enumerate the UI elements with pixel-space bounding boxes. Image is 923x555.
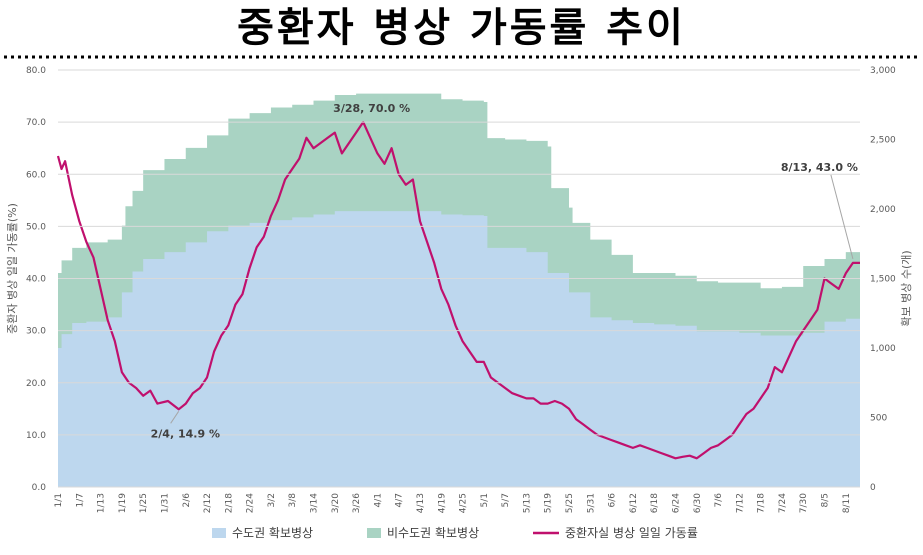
ytick-right: 1,000 — [870, 344, 896, 354]
xtick: 1/7 — [75, 493, 85, 507]
xtick: 3/8 — [288, 493, 298, 508]
xtick: 3/20 — [331, 493, 341, 513]
ytick-left: 70.0 — [26, 118, 46, 128]
annotation-min: 2/4, 14.9 % — [151, 427, 220, 440]
legend-label: 중환자실 병상 일일 가동률 — [565, 526, 698, 540]
xtick: 2/6 — [182, 493, 192, 508]
xtick: 7/6 — [714, 493, 724, 508]
chart-title: 중환자 병상 가동률 추이 — [237, 5, 686, 51]
ytick-right: 0 — [870, 483, 876, 493]
legend: 수도권 확보병상 비수도권 확보병상 중환자실 병상 일일 가동률 — [212, 526, 698, 540]
ytick-left: 0.0 — [32, 483, 47, 493]
ytick-left: 20.0 — [26, 379, 46, 389]
ytick-right: 2,500 — [870, 136, 896, 146]
annotations: 2/4, 14.9 % 3/28, 70.0 % 8/13, 43.0 % — [151, 102, 858, 440]
xtick: 5/1 — [480, 493, 490, 507]
ytick-left: 60.0 — [26, 170, 46, 180]
legend-swatch — [212, 528, 226, 538]
xtick: 7/12 — [735, 493, 745, 513]
ytick-left: 50.0 — [26, 222, 46, 232]
ytick-left: 10.0 — [26, 431, 46, 441]
xtick: 4/7 — [395, 493, 405, 507]
ytick-right: 2,000 — [870, 205, 896, 215]
xtick: 1/25 — [139, 493, 149, 513]
xtick: 5/25 — [565, 493, 575, 513]
xtick: 2/12 — [203, 493, 213, 513]
xtick: 5/7 — [501, 493, 511, 507]
ylabel-left: 중환자 병상 일일 가동률(%) — [5, 203, 19, 334]
ytick-right: 500 — [870, 414, 887, 424]
ytick-right: 3,000 — [870, 66, 896, 76]
annotation-latest: 8/13, 43.0 % — [781, 161, 858, 174]
xtick: 4/25 — [459, 493, 469, 513]
axes: 0.0 10.0 20.0 30.0 40.0 50.0 60.0 70.0 80.0 0 500 1… — [5, 66, 913, 513]
xtick: 6/12 — [629, 493, 639, 513]
xtick: 6/6 — [608, 493, 618, 508]
xtick: 6/30 — [693, 493, 703, 513]
xtick: 8/11 — [842, 493, 852, 513]
xtick: 1/13 — [97, 493, 107, 513]
ylabel-right: 확보 병상 수(개) — [900, 250, 913, 326]
legend-swatch — [367, 528, 381, 538]
annotation-leader — [170, 411, 180, 424]
annotation-peak: 3/28, 70.0 % — [333, 102, 410, 115]
xtick: 1/1 — [54, 493, 64, 507]
xtick: 1/31 — [160, 493, 170, 513]
xtick: 2/24 — [246, 493, 256, 513]
xtick: 8/5 — [821, 493, 831, 507]
annotation-leader — [830, 174, 854, 259]
xtick: 2/18 — [224, 493, 234, 513]
ytick-left: 80.0 — [26, 66, 46, 76]
xtick: 7/24 — [778, 493, 788, 513]
xtick: 7/18 — [757, 493, 767, 513]
ytick-right: 1,500 — [870, 275, 896, 285]
xtick: 3/14 — [310, 493, 320, 513]
xtick: 7/30 — [799, 493, 809, 513]
area-capital-beds — [58, 211, 860, 487]
xtick: 6/18 — [650, 493, 660, 513]
xtick: 5/31 — [586, 493, 596, 513]
xtick: 3/2 — [267, 493, 277, 507]
ytick-left: 30.0 — [26, 327, 46, 337]
xtick: 4/1 — [373, 493, 383, 507]
xtick: 4/19 — [437, 493, 447, 513]
legend-label: 비수도권 확보병상 — [387, 526, 479, 540]
xtick: 4/13 — [416, 493, 426, 513]
xtick: 5/19 — [544, 493, 554, 513]
plot-area — [56, 93, 860, 487]
legend-label: 수도권 확보병상 — [232, 526, 313, 540]
series-line-occupancy — [56, 121, 860, 460]
xtick: 1/19 — [118, 493, 128, 513]
xtick: 6/24 — [671, 493, 681, 513]
xtick: 3/26 — [352, 493, 362, 513]
ytick-left: 40.0 — [26, 275, 46, 285]
xtick: 5/13 — [522, 493, 532, 513]
